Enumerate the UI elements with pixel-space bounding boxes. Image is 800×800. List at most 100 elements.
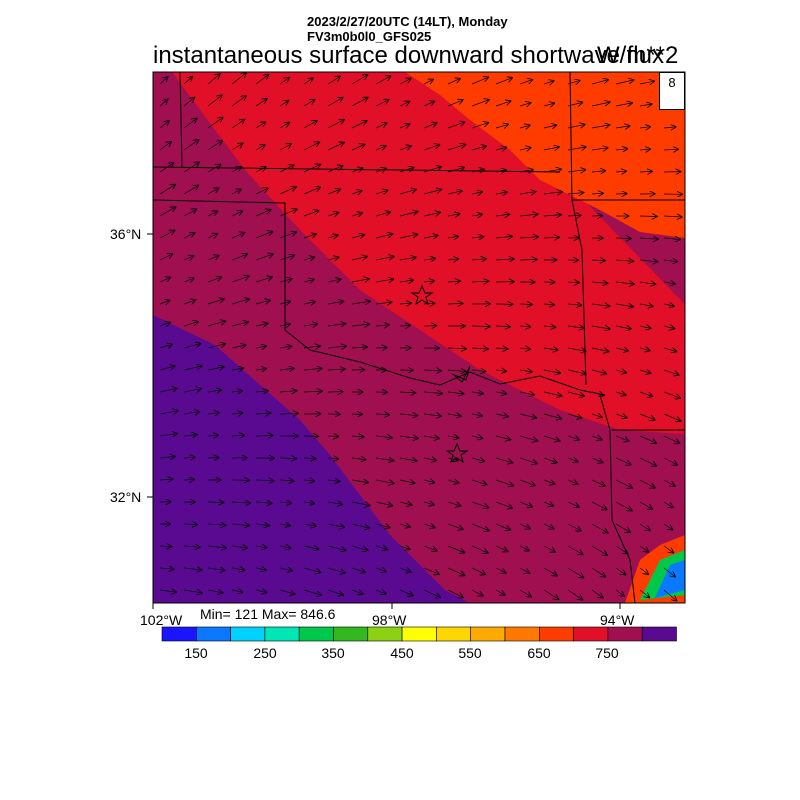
wind-arrow (519, 148, 531, 150)
wind-arrow (327, 567, 345, 573)
wind-arrow (183, 524, 197, 525)
wind-arrow (663, 545, 673, 553)
wind-arrow (279, 256, 294, 261)
wind-arrow (519, 413, 536, 418)
wind-arrow (615, 348, 628, 351)
wind-arrow (423, 502, 434, 505)
wind-arrow (375, 590, 386, 594)
wind-arrow (159, 479, 172, 480)
wind-arrow (327, 143, 344, 151)
wind-arrow (231, 143, 243, 151)
wind-arrow (615, 414, 627, 418)
wind-arrow (375, 480, 394, 483)
wind-arrow (615, 435, 629, 441)
wind-arrow (471, 348, 488, 349)
wind-arrow (591, 193, 603, 194)
wind-arrow (231, 120, 245, 129)
wind-arrow (591, 545, 607, 555)
wind-arrow (615, 171, 626, 172)
wind-arrow (519, 304, 532, 305)
wind-arrow (183, 568, 202, 570)
wind-arrow (591, 370, 606, 374)
wind-arrow (327, 436, 338, 437)
wind-arrow (471, 370, 485, 371)
wind-arrow (447, 303, 462, 304)
wind-arrow (423, 480, 434, 483)
colorbar-label: 550 (458, 645, 482, 661)
wind-arrow (159, 411, 178, 414)
wind-arrow (495, 501, 512, 508)
reference-vector-value: 8 (668, 75, 676, 90)
wind-arrow (471, 501, 488, 508)
wind-arrow (279, 187, 296, 195)
wind-arrow (663, 282, 675, 284)
wind-arrow (567, 348, 585, 351)
wind-arrow (303, 142, 319, 151)
wind-arrow (327, 257, 338, 260)
wind-arrow (591, 326, 610, 329)
colorbar-swatch (401, 626, 437, 642)
wind-arrow (303, 368, 322, 370)
lon-label-94w: 94°W (600, 612, 635, 628)
wind-arrow (303, 187, 320, 195)
wind-arrow (255, 568, 266, 570)
wind-arrow (423, 303, 434, 304)
wind-arrow (375, 436, 392, 438)
wind-arrow (327, 524, 344, 527)
wind-arrow (399, 303, 411, 304)
wind-arrow (327, 301, 343, 304)
wind-arrow (207, 321, 225, 327)
wind-arrow (543, 125, 556, 128)
wind-arrow (399, 480, 414, 483)
wind-arrow (303, 546, 318, 549)
wind-arrow (423, 213, 440, 217)
wind-arrow (399, 524, 410, 527)
wind-vectors (159, 73, 682, 601)
wind-arrow (375, 414, 389, 415)
wind-arrow (159, 99, 168, 107)
wind-arrow (375, 348, 387, 349)
wind-arrow (159, 568, 174, 569)
wind-arrow (639, 282, 655, 284)
wind-arrow (399, 257, 416, 260)
wind-arrow (255, 99, 267, 107)
wind-arrow (207, 277, 221, 283)
wind-arrow (255, 436, 273, 437)
wind-arrow (615, 545, 628, 554)
wind-arrow (279, 546, 290, 548)
wind-arrow (639, 127, 650, 128)
wind-arrow (447, 545, 464, 553)
wind-arrow (375, 100, 389, 107)
wind-arrow (351, 98, 368, 107)
wind-arrow (351, 458, 366, 460)
wind-arrow (303, 589, 321, 595)
wind-arrow (471, 479, 487, 484)
model-name-label: FV3m0b0l0_GFS025 (307, 29, 432, 44)
wind-arrow (255, 546, 267, 548)
wind-arrow (567, 369, 586, 374)
wind-arrow (327, 346, 346, 348)
wind-arrow (519, 479, 535, 485)
wind-arrow (591, 125, 609, 128)
wind-arrow (519, 523, 530, 529)
wind-arrow (159, 366, 175, 370)
wind-arrow (399, 124, 409, 128)
wind-arrow (447, 480, 459, 483)
colorbar-swatch (470, 626, 506, 642)
wind-arrow (303, 524, 316, 526)
wind-arrow (279, 123, 289, 129)
wind-arrow (231, 435, 244, 436)
wind-arrow (495, 392, 506, 394)
wind-arrow (495, 147, 506, 150)
wind-arrow (183, 412, 199, 414)
wind-arrow (423, 102, 434, 107)
wind-arrow (183, 186, 198, 195)
wind-arrow (351, 191, 362, 194)
wind-arrow (255, 210, 270, 217)
wind-arrow (591, 501, 607, 510)
wind-arrow (495, 259, 514, 260)
wind-arrow (279, 78, 289, 85)
wind-arrow (255, 188, 268, 195)
wind-arrow (255, 323, 268, 326)
wind-arrow (231, 211, 242, 217)
